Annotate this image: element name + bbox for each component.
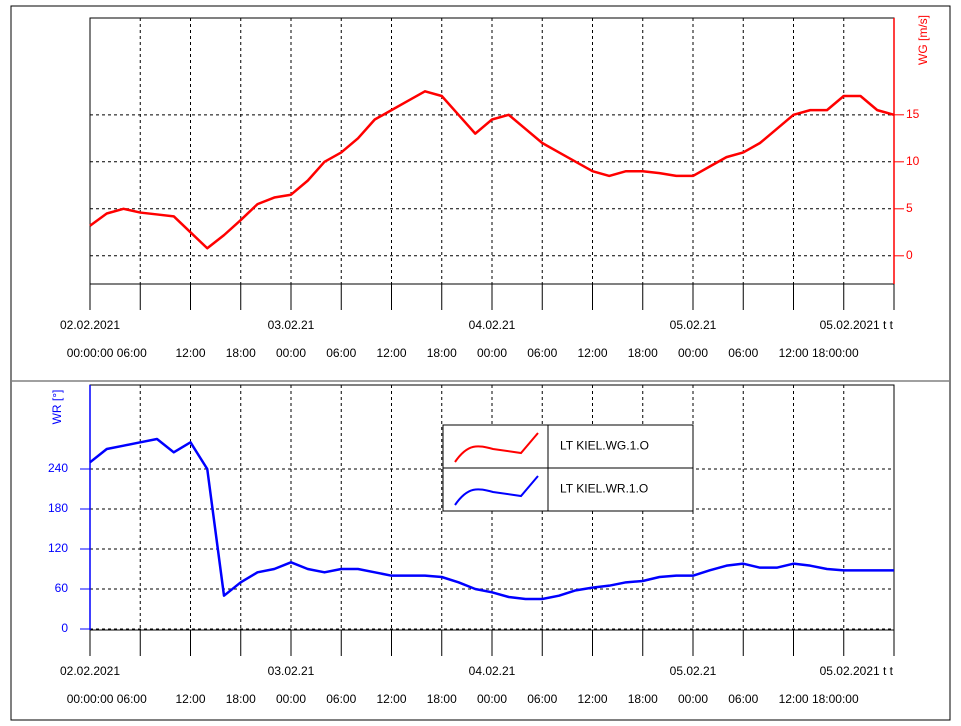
time-label: 00:00:00 06:00: [67, 692, 147, 706]
legend-label: LT KIEL.WG.1.O: [560, 439, 649, 453]
y-tick-label: 10: [906, 154, 920, 168]
time-label: 12:00: [175, 692, 205, 706]
time-label: 00:00: [276, 692, 306, 706]
date-label: 05.02.21: [670, 664, 717, 678]
y-axis-label: WG [m/s]: [916, 15, 930, 65]
y-tick-label: 15: [906, 107, 920, 121]
time-label: 06:00: [326, 692, 356, 706]
time-label: 00:00: [276, 346, 306, 360]
date-label: 03.02.21: [268, 664, 315, 678]
time-label: 12:00: [175, 346, 205, 360]
date-label: 03.02.21: [268, 318, 315, 332]
time-label: 12:00: [577, 346, 607, 360]
time-label: 12:00 18:00:00: [779, 346, 859, 360]
time-label: 18:00: [226, 346, 256, 360]
window-frame: [10, 5, 951, 721]
time-label: 06:00: [728, 692, 758, 706]
date-label: 05.02.21: [670, 318, 717, 332]
time-label: 00:00: [477, 692, 507, 706]
time-label: 00:00:00 06:00: [67, 346, 147, 360]
date-label: 05.02.2021 t t: [820, 664, 894, 678]
data-line: [89, 90, 895, 250]
time-label: 18:00: [628, 346, 658, 360]
date-label: 04.02.21: [469, 664, 516, 678]
legend-swatch: [454, 475, 539, 506]
data-line: [89, 437, 894, 601]
time-label: 12:00: [376, 346, 406, 360]
time-label: 18:00: [427, 692, 457, 706]
time-label: 06:00: [728, 346, 758, 360]
y-tick-label: 0: [906, 248, 913, 262]
y-axis-label: WR [°]: [50, 390, 64, 425]
date-label: 04.02.21: [469, 318, 516, 332]
y-tick-label: 240: [48, 461, 68, 475]
date-label: 02.02.2021: [60, 664, 120, 678]
time-label: 18:00: [226, 692, 256, 706]
y-tick-label: 180: [48, 501, 68, 515]
time-label: 12:00: [376, 692, 406, 706]
time-label: 12:00 18:00:00: [779, 692, 859, 706]
legend-swatch: [454, 432, 539, 463]
time-label: 00:00: [477, 346, 507, 360]
time-label: 18:00: [427, 346, 457, 360]
y-tick-label: 60: [55, 581, 69, 595]
y-tick-label: 120: [48, 541, 68, 555]
date-label: 02.02.2021: [60, 318, 120, 332]
time-label: 12:00: [577, 692, 607, 706]
date-label: 05.02.2021 t t: [820, 318, 894, 332]
time-label: 06:00: [527, 346, 557, 360]
time-label: 06:00: [326, 346, 356, 360]
y-tick-label: 5: [906, 201, 913, 215]
time-label: 18:00: [628, 692, 658, 706]
y-tick-label: 0: [61, 621, 68, 635]
time-label: 00:00: [678, 692, 708, 706]
time-label: 00:00: [678, 346, 708, 360]
legend-label: LT KIEL.WR.1.O: [560, 482, 648, 496]
time-label: 06:00: [527, 692, 557, 706]
